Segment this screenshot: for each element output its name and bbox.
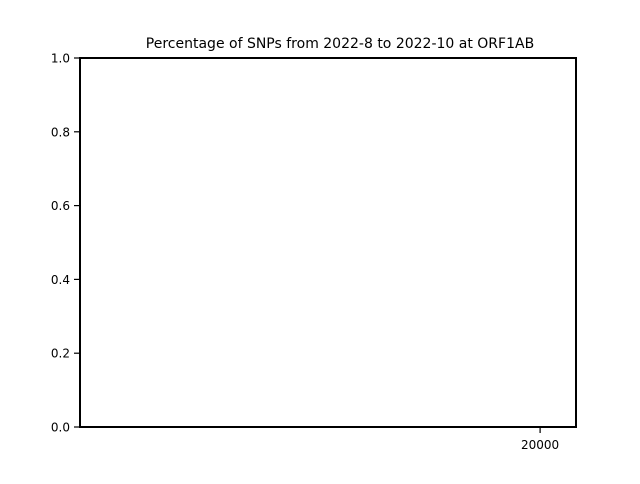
y-tick-label: 0.2 bbox=[51, 347, 70, 361]
chart-title: Percentage of SNPs from 2022-8 to 2022-1… bbox=[146, 36, 534, 52]
y-tick-label: 1.0 bbox=[51, 52, 70, 66]
y-tick-label: 0.8 bbox=[51, 125, 70, 139]
y-tick-label: 0.4 bbox=[51, 273, 70, 287]
y-tick-label: 0.0 bbox=[51, 421, 70, 435]
x-tick-label: 20000 bbox=[521, 438, 559, 452]
y-tick-label: 0.6 bbox=[51, 199, 70, 213]
plot-frame bbox=[79, 57, 577, 428]
x-axis-ticks: 20000 bbox=[521, 427, 559, 452]
y-axis-ticks: 0.0 0.2 0.4 0.6 0.8 1.0 bbox=[51, 52, 80, 435]
